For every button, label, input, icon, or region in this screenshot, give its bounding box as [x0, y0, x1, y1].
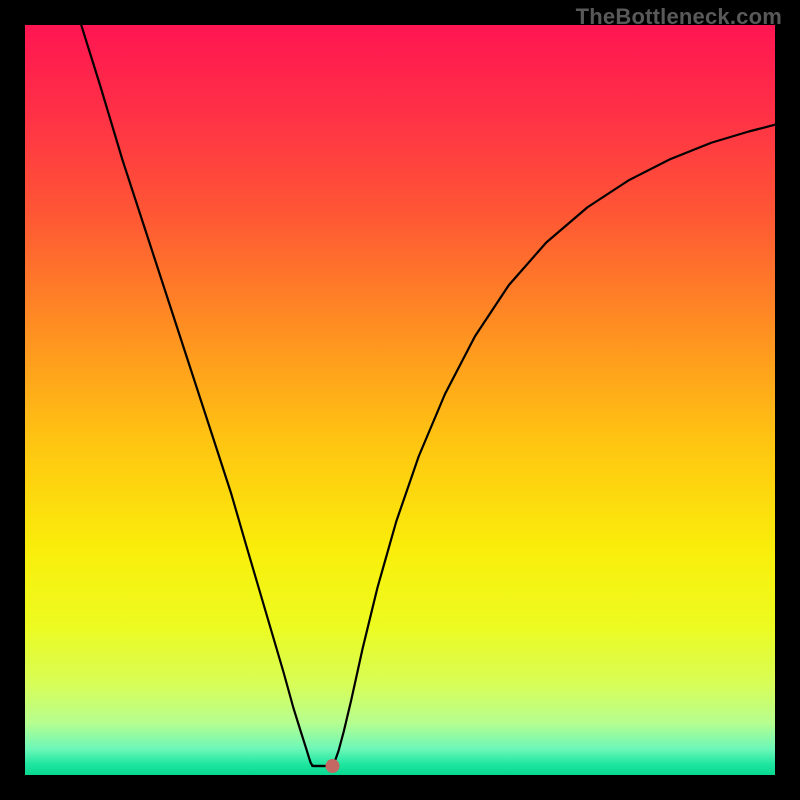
plot-area	[25, 25, 775, 775]
chart-frame: TheBottleneck.com	[0, 0, 800, 800]
gradient-background	[25, 25, 775, 775]
optimum-marker	[326, 759, 340, 773]
plot-svg	[25, 25, 775, 775]
